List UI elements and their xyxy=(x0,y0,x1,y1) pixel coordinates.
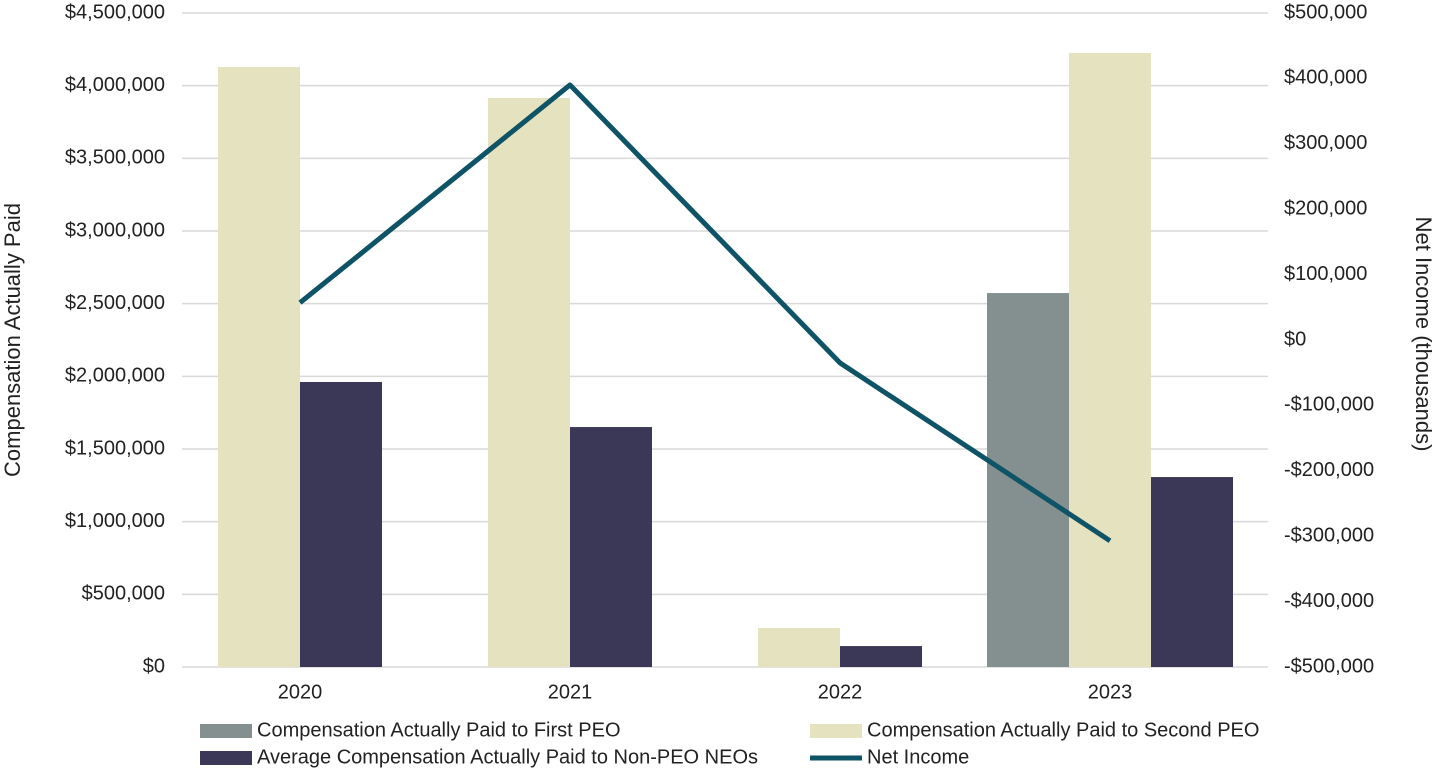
bar xyxy=(570,427,652,667)
y2-tick-label: $400,000 xyxy=(1284,67,1367,89)
legend-label: Average Compensation Actually Paid to No… xyxy=(257,746,758,768)
bar xyxy=(300,382,382,667)
bar xyxy=(218,67,300,667)
legend-label: Compensation Actually Paid to Second PEO xyxy=(867,719,1259,741)
y-tick-label: $1,000,000 xyxy=(65,510,165,532)
y-tick-label: $0 xyxy=(143,655,165,677)
x-tick-label: 2023 xyxy=(1088,681,1133,703)
y-tick-label: $2,500,000 xyxy=(65,292,165,314)
y-axis-title: Compensation Actually Paid xyxy=(0,203,25,477)
bar xyxy=(840,646,922,667)
legend-label: Compensation Actually Paid to First PEO xyxy=(257,719,621,741)
y2-axis-title: Net Income (thousands) xyxy=(1411,217,1436,452)
x-tick-label: 2020 xyxy=(278,681,323,703)
bar xyxy=(1151,477,1233,667)
legend-label: Net Income xyxy=(867,746,969,768)
bar xyxy=(1069,52,1151,667)
y2-tick-label: $200,000 xyxy=(1284,197,1367,219)
y-tick-label: $2,000,000 xyxy=(65,365,165,387)
y2-tick-label: -$200,000 xyxy=(1284,459,1374,481)
y2-tick-label: -$500,000 xyxy=(1284,655,1374,677)
y2-tick-label: $500,000 xyxy=(1284,1,1367,23)
y2-tick-label: $300,000 xyxy=(1284,132,1367,154)
legend-swatch xyxy=(810,724,862,738)
x-tick-label: 2021 xyxy=(548,681,593,703)
x-tick-label: 2022 xyxy=(818,681,863,703)
y2-tick-label: $100,000 xyxy=(1284,263,1367,285)
legend-swatch xyxy=(200,724,252,738)
y-tick-label: $1,500,000 xyxy=(65,437,165,459)
bar xyxy=(987,293,1069,667)
y-tick-label: $3,500,000 xyxy=(65,147,165,169)
y2-tick-label: -$100,000 xyxy=(1284,394,1374,416)
y2-tick-label: -$300,000 xyxy=(1284,524,1374,546)
line-series xyxy=(298,82,1112,543)
bar xyxy=(758,628,840,667)
y-tick-label: $4,000,000 xyxy=(65,74,165,96)
y2-tick-label: $0 xyxy=(1284,328,1306,350)
legend-swatch xyxy=(200,751,252,765)
y2-tick-label: -$400,000 xyxy=(1284,590,1374,612)
y-tick-label: $500,000 xyxy=(82,583,165,605)
y-tick-label: $3,000,000 xyxy=(65,219,165,241)
y-tick-label: $4,500,000 xyxy=(65,1,165,23)
bar xyxy=(488,98,570,667)
